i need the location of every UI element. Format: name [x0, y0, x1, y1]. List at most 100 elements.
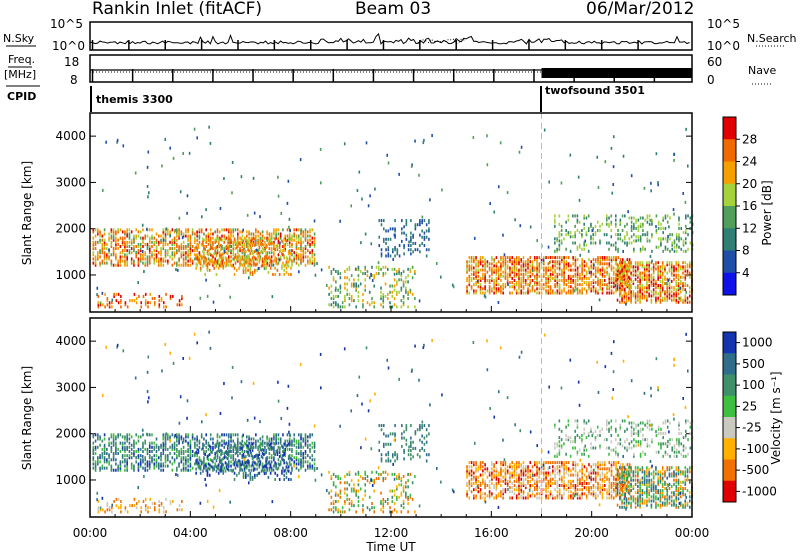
- power-cell: [133, 292, 136, 296]
- power-cell: [195, 256, 197, 260]
- power-cell: [574, 233, 576, 237]
- power-cell: [267, 270, 270, 274]
- velocity-cell: [332, 506, 335, 510]
- power-cell: [684, 214, 687, 218]
- power-cell: [393, 267, 396, 271]
- power-cell: [639, 237, 642, 241]
- power-cell: [650, 273, 653, 277]
- power-cell: [425, 235, 428, 239]
- power-cell: [306, 259, 309, 263]
- velocity-cell: [283, 469, 285, 473]
- velocity-cell: [133, 464, 135, 468]
- power-cell: [628, 279, 630, 283]
- velocity-cell: [215, 465, 218, 469]
- power-cell: [572, 278, 574, 282]
- velocity-cell: [380, 453, 383, 457]
- velocity-cell: [214, 462, 217, 466]
- velocity-cell: [335, 506, 337, 510]
- velocity-cell: [121, 460, 124, 464]
- velocity-cell: [410, 424, 412, 428]
- velocity-cell: [226, 450, 229, 454]
- power-cell: [594, 274, 597, 278]
- power-cell: [484, 262, 486, 266]
- power-cell: [563, 237, 565, 241]
- power-cell: [196, 136, 199, 140]
- power-cell: [151, 234, 153, 238]
- velocity-cell: [147, 506, 149, 510]
- power-cell: [167, 259, 169, 263]
- power-cell: [250, 240, 253, 244]
- power-cell: [608, 256, 611, 260]
- power-cell: [540, 258, 543, 262]
- power-cell: [670, 267, 673, 271]
- power-cell: [670, 279, 673, 283]
- power-cell: [169, 232, 171, 236]
- velocity-cell: [392, 432, 394, 436]
- velocity-cell: [215, 442, 218, 446]
- velocity-cell: [117, 435, 119, 439]
- power-cell: [554, 237, 556, 241]
- power-cell: [261, 247, 264, 251]
- velocity-cell: [364, 493, 367, 497]
- velocity-cell: [119, 449, 122, 453]
- power-cell: [554, 278, 556, 282]
- power-cell: [249, 268, 252, 272]
- power-cell: [477, 262, 480, 266]
- power-cell: [200, 215, 203, 219]
- power-cell: [214, 259, 217, 263]
- power-cell: [164, 251, 167, 255]
- power-cell: [621, 300, 623, 304]
- power-cell: [639, 261, 641, 265]
- power-cell: [428, 221, 430, 225]
- power-cell: [258, 258, 261, 262]
- power-cell: [238, 241, 240, 245]
- velocity-cell: [92, 456, 95, 460]
- power-cell: [189, 257, 192, 261]
- power-cell: [601, 222, 604, 226]
- power-cell: [675, 243, 678, 247]
- power-cell: [261, 261, 264, 265]
- velocity-cell: [142, 460, 144, 464]
- power-cell: [216, 249, 219, 253]
- power-cell: [278, 245, 281, 249]
- power-cell: [660, 237, 662, 241]
- power-cell: [597, 262, 599, 266]
- power-cell: [112, 247, 115, 251]
- power-cell: [646, 294, 648, 298]
- power-cell: [257, 249, 259, 253]
- velocity-cell: [416, 428, 419, 432]
- velocity-cell: [252, 468, 255, 472]
- power-cell: [339, 290, 342, 294]
- power-cell: [92, 228, 95, 232]
- velocity-cell: [142, 466, 144, 470]
- power-cell: [230, 240, 232, 244]
- velocity-cell: [236, 443, 239, 447]
- power-cell: [419, 223, 421, 227]
- power-cell: [226, 262, 229, 266]
- power-cell: [384, 265, 387, 269]
- power-cell: [561, 270, 563, 274]
- velocity-cell: [300, 458, 302, 462]
- power-cell: [274, 237, 276, 241]
- velocity-cell: [126, 433, 128, 437]
- power-cell: [357, 274, 360, 278]
- velocity-cell: [218, 443, 221, 447]
- power-cell: [252, 259, 255, 263]
- power-cell: [112, 230, 115, 234]
- power-cell: [524, 283, 527, 287]
- power-cell: [143, 270, 145, 274]
- power-cell: [610, 222, 613, 226]
- velocity-cell: [468, 486, 471, 490]
- power-cell: [630, 216, 633, 220]
- power-cell: [153, 303, 156, 307]
- power-cell: [209, 253, 212, 257]
- velocity-cell: [364, 489, 367, 493]
- velocity-cell: [250, 445, 253, 449]
- velocity-cell: [189, 458, 192, 462]
- power-cell: [103, 238, 106, 242]
- velocity-cell: [256, 473, 258, 477]
- power-cell: [414, 269, 416, 273]
- power-cell: [242, 228, 244, 232]
- velocity-cell: [139, 447, 142, 451]
